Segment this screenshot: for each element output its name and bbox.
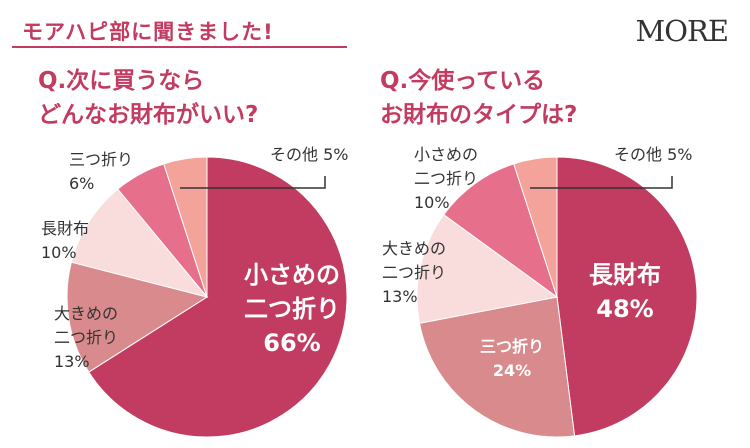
slice-value: 10% [414, 193, 450, 212]
slice-label-line: 大きめの [382, 239, 446, 258]
slice-label-line: 小さめの [414, 145, 478, 164]
slice-value: 10% [41, 243, 77, 262]
chart2-title-line: Q.今使っている [380, 68, 546, 94]
pie-slice [443, 163, 558, 299]
slice-value: 66% [263, 329, 320, 357]
slice-label: 長財布 10% [41, 219, 89, 262]
pie-slice [66, 261, 209, 373]
slice-label-line: 二つ折り [382, 263, 446, 282]
slice-label-line: 二つ折り [244, 295, 340, 323]
chart2-title-line: お財布のタイプは? [380, 102, 578, 128]
slice-value: 24% [493, 361, 531, 380]
slice-value: 13% [382, 287, 418, 306]
slice-label: 大きめの二つ折り 13% [382, 239, 446, 306]
slice-label: 大きめの二つ折り 13% [54, 304, 118, 371]
slice-label: その他 5% [614, 145, 692, 164]
slice-label-line: 三つ折り [480, 337, 544, 356]
pie-chart-1: 小さめの二つ折り 66%大きめの二つ折り 13%長財布 10%三つ折り 6%その他 5% [41, 145, 348, 438]
pie-slice [163, 156, 208, 298]
slice-label-line: 長財布 [41, 219, 89, 238]
more-logo: MORE [635, 14, 729, 48]
leader-line [180, 176, 326, 189]
header-underline [12, 46, 347, 48]
slice-label: 長財布 48% [589, 261, 661, 323]
pie-slice [513, 156, 558, 298]
pie-slice [418, 296, 576, 438]
pie-slice [88, 156, 348, 438]
slice-label-line: その他 5% [614, 145, 692, 164]
slice-value: 6% [69, 174, 94, 193]
slice-label-line: 小さめの [244, 261, 340, 289]
chart1-title-line: どんなお財布がいい? [38, 102, 259, 128]
slice-value: 13% [54, 352, 90, 371]
pie-slice [416, 214, 559, 324]
header-banner: モアハピ部に聞きました! [12, 10, 347, 48]
slice-label-line: 三つ折り [69, 150, 133, 169]
slice-label-line: 二つ折り [54, 328, 118, 347]
slice-label-line: その他 5% [270, 145, 348, 164]
chart2-title: Q.今使っている お財布のタイプは? [380, 64, 577, 132]
slice-label: 小さめの二つ折り 10% [414, 145, 478, 212]
pie-chart-2: 長財布 48%三つ折り 24%大きめの二つ折り 13%小さめの二つ折り 10%その他 5… [382, 145, 698, 438]
slice-label: 小さめの二つ折り 66% [244, 261, 340, 357]
slice-label-line: 二つ折り [414, 169, 478, 188]
leader-line [530, 176, 673, 189]
slice-label-line: 長財布 [589, 261, 661, 289]
pie-slice [70, 188, 209, 298]
chart1-title-line: Q.次に買うなら [38, 68, 205, 94]
slice-value: 48% [596, 295, 653, 323]
pie-slice [556, 156, 698, 437]
slice-label: その他 5% [270, 145, 348, 164]
slice-label: 三つ折り 6% [69, 150, 133, 193]
header-title: モアハピ部に聞きました! [22, 20, 274, 44]
slice-label: 三つ折り 24% [480, 337, 544, 380]
slice-label-line: 大きめの [54, 304, 118, 323]
chart1-title: Q.次に買うなら どんなお財布がいい? [38, 64, 258, 132]
